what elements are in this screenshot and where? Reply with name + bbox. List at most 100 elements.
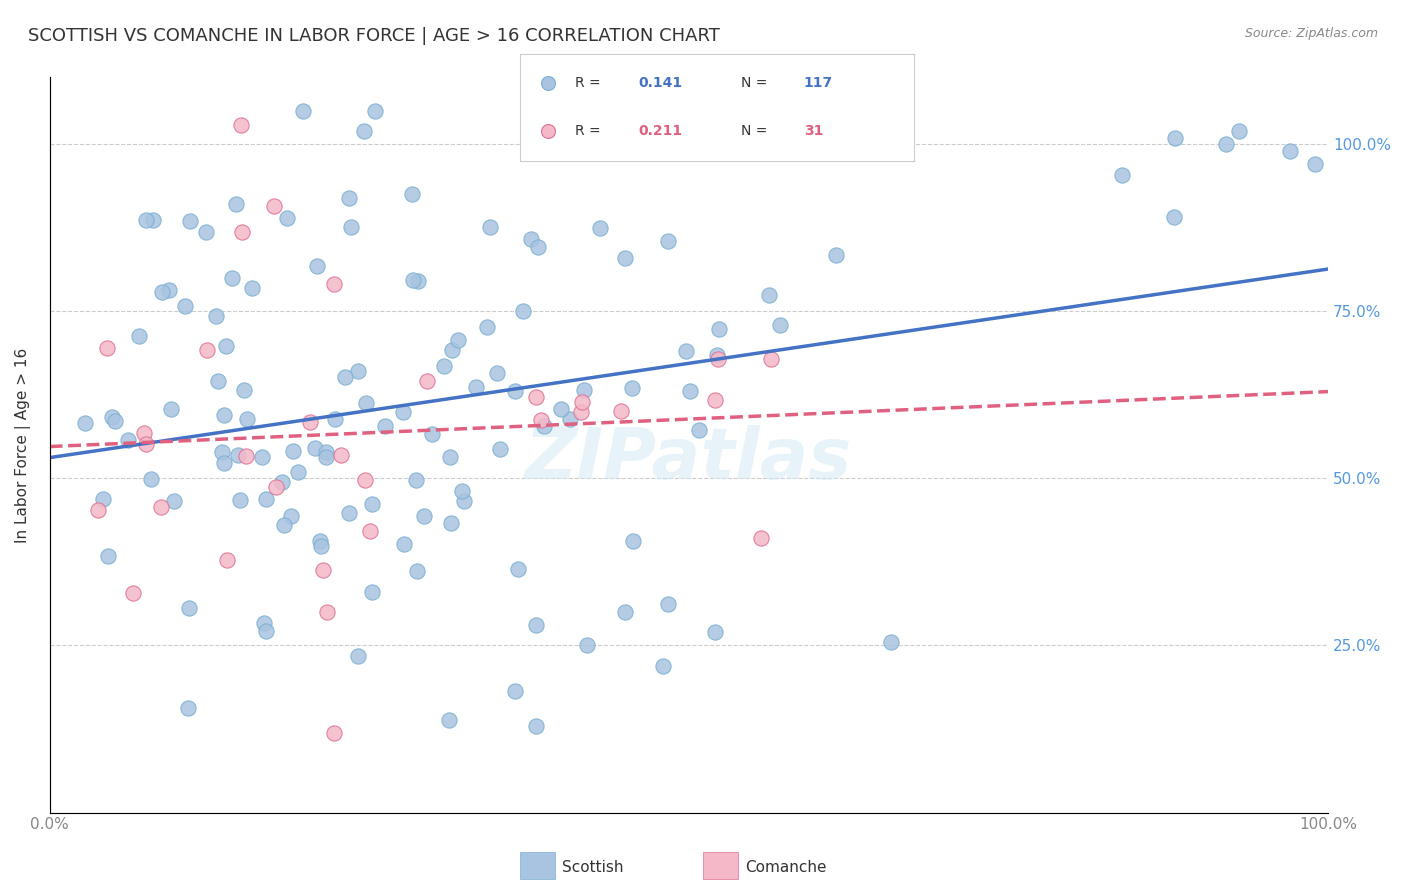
Point	[439, 713, 461, 727]
Point	[614, 605, 637, 619]
Point	[335, 370, 357, 384]
Point	[312, 563, 335, 577]
Point	[453, 494, 475, 508]
Point	[373, 418, 395, 433]
Point	[610, 404, 633, 418]
Point	[281, 443, 304, 458]
Point	[214, 339, 236, 353]
Point	[346, 364, 368, 378]
Point	[211, 445, 233, 459]
Point	[361, 585, 384, 599]
Point	[363, 103, 385, 118]
Point	[575, 639, 598, 653]
Point	[323, 726, 346, 740]
Point	[569, 103, 592, 118]
Point	[503, 683, 526, 698]
Point	[524, 719, 547, 733]
Point	[231, 225, 253, 239]
Point	[415, 374, 437, 388]
Point	[150, 285, 173, 299]
Point	[177, 701, 200, 715]
Point	[163, 494, 186, 508]
Point	[276, 211, 298, 225]
Point	[87, 503, 110, 517]
Point	[508, 562, 530, 576]
Point	[550, 402, 572, 417]
Point	[621, 533, 644, 548]
Point	[91, 492, 114, 507]
Point	[524, 390, 547, 404]
Point	[150, 500, 173, 514]
Point	[512, 304, 534, 318]
Point	[142, 213, 165, 227]
Point	[475, 319, 498, 334]
Point	[402, 273, 425, 287]
Point	[353, 124, 375, 138]
Point	[121, 586, 143, 600]
Point	[207, 374, 229, 388]
Point	[433, 359, 456, 373]
Point	[447, 334, 470, 348]
Point	[439, 450, 461, 465]
Point	[537, 77, 560, 91]
Point	[533, 419, 555, 434]
Point	[240, 280, 263, 294]
Point	[451, 483, 474, 498]
Point	[254, 624, 277, 639]
Point	[707, 322, 730, 336]
Point	[117, 433, 139, 447]
Text: R =: R =	[575, 77, 600, 90]
Point	[652, 658, 675, 673]
Point	[229, 492, 252, 507]
Point	[420, 427, 443, 442]
Point	[104, 414, 127, 428]
Point	[157, 283, 180, 297]
Point	[478, 220, 501, 235]
Point	[173, 299, 195, 313]
Point	[440, 516, 463, 530]
Text: Comanche: Comanche	[745, 860, 827, 874]
Point	[879, 635, 901, 649]
Point	[270, 475, 292, 489]
Point	[214, 408, 236, 422]
Text: 0.141: 0.141	[638, 77, 682, 90]
Point	[751, 532, 773, 546]
Text: Source: ZipAtlas.com: Source: ZipAtlas.com	[1244, 27, 1378, 40]
Point	[758, 288, 780, 302]
Point	[354, 473, 377, 487]
Point	[394, 537, 416, 551]
Point	[329, 448, 352, 462]
Point	[657, 597, 679, 611]
Point	[305, 259, 328, 273]
Point	[287, 466, 309, 480]
Point	[621, 381, 644, 395]
Point	[97, 549, 120, 563]
Point	[361, 497, 384, 511]
Point	[250, 450, 273, 464]
Point	[520, 231, 543, 245]
Point	[530, 413, 553, 427]
Point	[569, 405, 592, 419]
Point	[405, 474, 427, 488]
Point	[703, 625, 725, 640]
Point	[221, 271, 243, 285]
Point	[347, 648, 370, 663]
Point	[340, 219, 363, 234]
Point	[359, 524, 381, 538]
Point	[194, 225, 217, 239]
Point	[304, 441, 326, 455]
Point	[139, 473, 162, 487]
Point	[212, 456, 235, 470]
Point	[574, 383, 596, 397]
Point	[441, 343, 464, 358]
Point	[589, 221, 612, 235]
Text: N =: N =	[741, 124, 768, 137]
Point	[707, 351, 730, 366]
Point	[703, 392, 725, 407]
Point	[485, 367, 508, 381]
Point	[263, 199, 285, 213]
Point	[1163, 210, 1185, 224]
Point	[315, 450, 337, 464]
Point	[225, 197, 247, 211]
Point	[354, 395, 377, 409]
